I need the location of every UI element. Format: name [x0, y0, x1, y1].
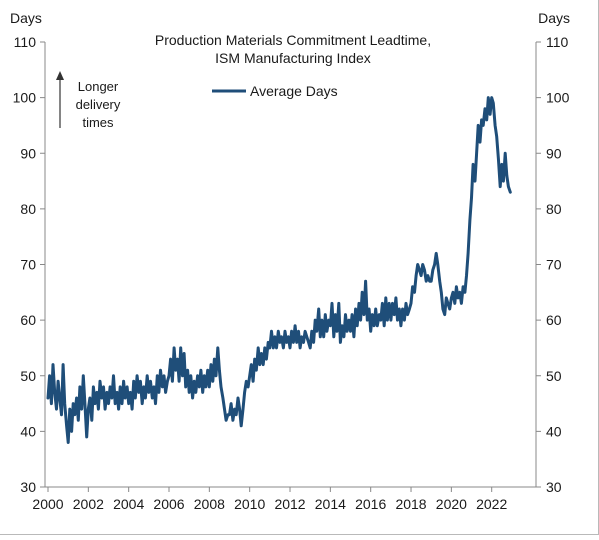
x-tick-label: 2010 — [234, 496, 265, 512]
series-layer — [46, 96, 512, 444]
right-y-tick-label: 100 — [546, 90, 570, 106]
annotation-line-1: Longer — [78, 79, 119, 94]
chart-title: Production Materials Commitment Leadtime… — [155, 32, 431, 48]
y-axis-unit-right: Days — [538, 10, 570, 26]
left-y-tick-label: 30 — [20, 479, 36, 495]
left-y-tick-label: 80 — [20, 201, 36, 217]
legend-label: Average Days — [250, 83, 338, 99]
annotation-line-2: delivery — [76, 97, 121, 112]
right-y-tick-label: 70 — [546, 257, 562, 273]
right-y-tick-label: 90 — [546, 145, 562, 161]
left-y-tick-label: 110 — [14, 34, 37, 50]
x-tick-label: 2006 — [153, 496, 184, 512]
x-tick-label: 2002 — [73, 496, 104, 512]
up-arrow-icon — [56, 71, 64, 80]
x-tick-label: 2000 — [32, 496, 63, 512]
x-tick-label: 2022 — [476, 496, 507, 512]
x-tick-label: 2016 — [355, 496, 386, 512]
legend: Average Days — [212, 83, 338, 99]
left-y-tick-label: 90 — [20, 145, 36, 161]
left-y-tick-label: 60 — [20, 312, 36, 328]
chart-subtitle: ISM Manufacturing Index — [215, 50, 371, 66]
x-tick-label: 2004 — [113, 496, 144, 512]
right-y-tick-label: 80 — [546, 201, 562, 217]
x-tick-label: 2008 — [194, 496, 225, 512]
right-y-tick-label: 30 — [546, 479, 562, 495]
y-axis-unit-left: Days — [10, 10, 42, 26]
annotation-line-3: times — [82, 115, 114, 130]
left-y-tick-label: 40 — [20, 423, 36, 439]
axes-layer: 30 30 40 40 50 50 60 60 70 70 80 80 90 90 100 100 110 110… — [13, 34, 570, 512]
x-tick-label: 2018 — [395, 496, 426, 512]
left-y-tick-label: 70 — [20, 257, 36, 273]
left-y-tick-label: 50 — [20, 368, 36, 384]
x-tick-label: 2014 — [315, 496, 346, 512]
left-y-tick-label: 100 — [13, 90, 37, 106]
right-y-tick-label: 50 — [546, 368, 562, 384]
right-y-tick-label: 40 — [546, 423, 562, 439]
x-tick-label: 2012 — [274, 496, 305, 512]
right-y-tick-label: 110 — [546, 34, 569, 50]
x-tick-label: 2020 — [436, 496, 467, 512]
delivery-annotation: Longer delivery times — [56, 71, 121, 130]
series-line-average-days — [46, 96, 512, 444]
right-y-tick-label: 60 — [546, 312, 562, 328]
